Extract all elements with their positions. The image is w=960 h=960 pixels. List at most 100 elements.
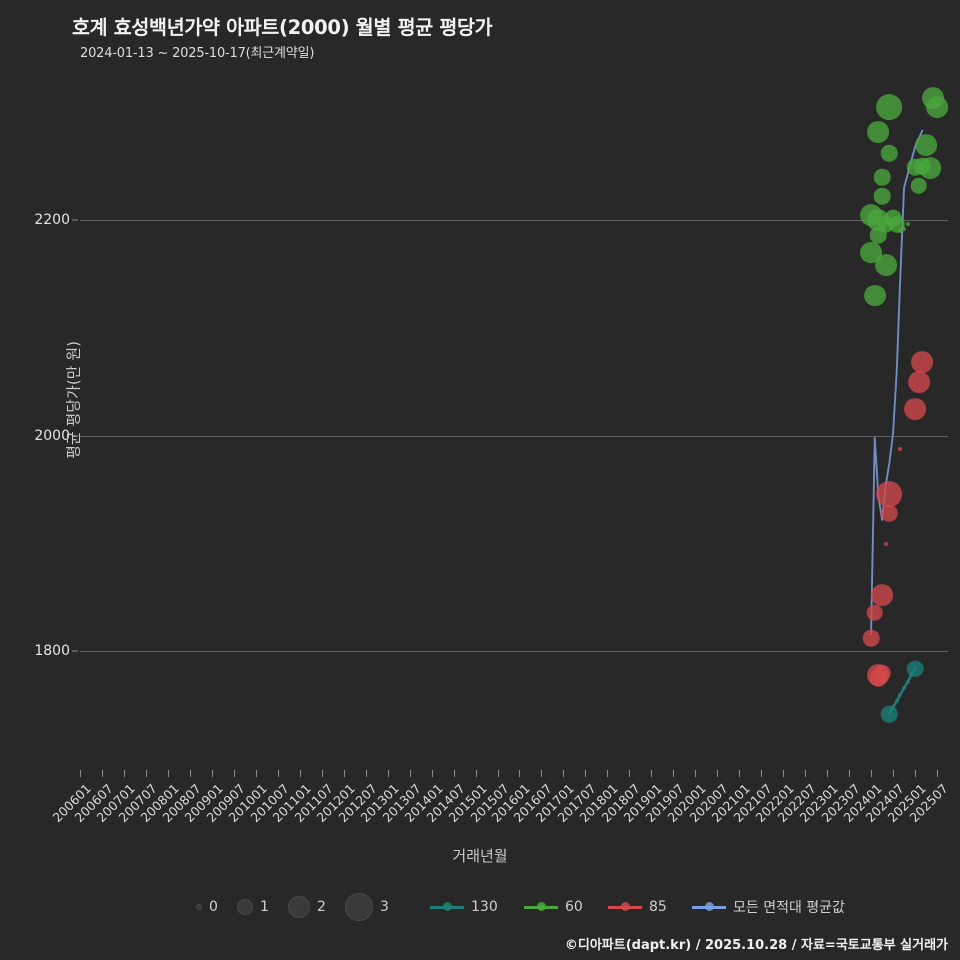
chart-subtitle: 2024-01-13 ~ 2025-10-17(최근계약일) xyxy=(80,46,315,61)
x-axis-title: 거래년월 xyxy=(452,847,508,865)
legend-size-item[interactable]: 3 xyxy=(345,890,389,924)
legend-series-label: 60 xyxy=(565,899,583,915)
x-tick-mark xyxy=(255,770,257,777)
gridline-y xyxy=(80,435,948,437)
data-bubble xyxy=(873,188,891,205)
data-bubble xyxy=(910,177,927,194)
legend-series-item[interactable]: 60 xyxy=(524,890,583,924)
data-bubble xyxy=(876,481,903,507)
data-bubble xyxy=(876,94,903,120)
x-tick-mark xyxy=(805,770,807,777)
x-tick-mark xyxy=(717,770,719,777)
x-tick-mark xyxy=(783,770,785,777)
x-tick-mark xyxy=(189,770,191,777)
x-tick-mark xyxy=(321,770,323,777)
x-tick-mark xyxy=(365,770,367,777)
legend-size-label: 0 xyxy=(209,899,218,915)
legend-series-swatch xyxy=(524,900,558,914)
footer-credit: ©디아파트(dapt.kr) / 2025.10.28 / 자료=국토교통부 실… xyxy=(564,938,948,953)
data-bubble xyxy=(907,370,930,393)
data-bubble xyxy=(873,168,891,186)
legend-series-label: 모든 면적대 평균값 xyxy=(733,900,845,916)
gridline-y xyxy=(80,220,948,222)
data-bubble xyxy=(902,226,907,231)
data-bubble xyxy=(881,145,898,162)
legend-series-swatch xyxy=(692,900,726,914)
data-bubble xyxy=(881,505,898,522)
x-tick-mark xyxy=(80,770,81,777)
data-bubble xyxy=(911,351,934,374)
legend-size-item[interactable]: 2 xyxy=(288,890,326,924)
legend-series-swatch xyxy=(608,900,642,914)
x-tick-mark xyxy=(739,770,741,777)
gridline-y xyxy=(80,651,948,653)
x-tick-mark xyxy=(299,770,301,777)
x-tick-mark xyxy=(937,770,938,777)
data-bubble xyxy=(906,660,924,677)
data-bubble xyxy=(871,584,893,607)
x-tick-mark xyxy=(761,770,763,777)
data-bubble xyxy=(874,254,897,277)
data-bubble xyxy=(867,120,890,143)
data-bubble xyxy=(898,228,903,233)
legend-series-item[interactable]: 85 xyxy=(608,890,667,924)
y-axis-title-wrap: 평균 평당가(만 원) xyxy=(8,300,82,500)
y-tick-mark xyxy=(72,435,78,437)
x-tick-mark xyxy=(167,770,169,777)
x-tick-mark xyxy=(585,770,587,777)
y-tick-mark xyxy=(72,219,78,221)
legend-series-item[interactable]: 모든 면적대 평균값 xyxy=(692,890,845,924)
x-tick-mark xyxy=(849,770,851,777)
data-bubble xyxy=(904,397,926,420)
x-tick-mark xyxy=(519,770,521,777)
x-axis: 200601 200607 200701 200707 200801 200807 2009… xyxy=(49,770,951,860)
legend-size-item[interactable]: 1 xyxy=(237,890,269,924)
legend-size-dot xyxy=(345,893,373,921)
y-axis-title: 평균 평당가(만 원) xyxy=(64,341,83,459)
x-tick-mark xyxy=(145,770,147,777)
y-tick-label: 1800 xyxy=(34,643,70,660)
legend: 0 1 2 3 130 60 85 모든 면적대 평균값 xyxy=(0,890,960,924)
x-tick-mark xyxy=(101,770,103,777)
legend-size-dot xyxy=(237,899,253,915)
x-tick-mark xyxy=(123,770,125,777)
legend-series-label: 130 xyxy=(471,899,498,915)
data-bubble xyxy=(881,705,898,723)
data-bubble xyxy=(873,664,891,682)
data-bubble xyxy=(926,96,948,118)
x-tick-mark xyxy=(871,770,873,777)
legend-size-item[interactable]: 0 xyxy=(196,890,218,924)
data-bubble xyxy=(888,216,906,233)
data-bubble xyxy=(902,686,907,691)
data-bubble xyxy=(898,692,903,697)
legend-size-dot xyxy=(288,896,310,918)
x-tick-mark xyxy=(827,770,829,777)
x-tick-mark xyxy=(673,770,675,777)
y-tick-label: 2000 xyxy=(34,427,70,444)
x-tick-mark xyxy=(915,770,917,777)
x-tick-mark xyxy=(343,770,345,777)
legend-size-label: 1 xyxy=(260,899,269,915)
chart-title: 호계 효성백년가약 아파트(2000) 월별 평균 평당가 xyxy=(72,16,493,39)
x-tick-mark xyxy=(409,770,411,777)
legend-size-label: 2 xyxy=(317,899,326,915)
series-lines xyxy=(870,129,924,716)
legend-series-item[interactable]: 130 xyxy=(430,890,498,924)
data-bubble xyxy=(905,679,910,684)
x-tick-mark xyxy=(695,770,697,777)
x-tick-mark xyxy=(431,770,433,777)
data-bubble xyxy=(863,284,886,307)
y-tick-label: 2200 xyxy=(34,212,70,229)
data-bubble xyxy=(862,630,880,647)
data-bubble xyxy=(918,157,941,180)
data-bubble xyxy=(905,222,910,227)
x-tick-mark xyxy=(607,770,609,777)
data-bubble xyxy=(894,699,899,703)
data-bubble xyxy=(883,541,888,546)
y-tick-mark xyxy=(72,650,78,652)
x-tick-mark xyxy=(541,770,543,777)
data-bubble xyxy=(891,705,896,710)
legend-size-dot xyxy=(196,904,202,910)
legend-series-label: 85 xyxy=(649,899,667,915)
